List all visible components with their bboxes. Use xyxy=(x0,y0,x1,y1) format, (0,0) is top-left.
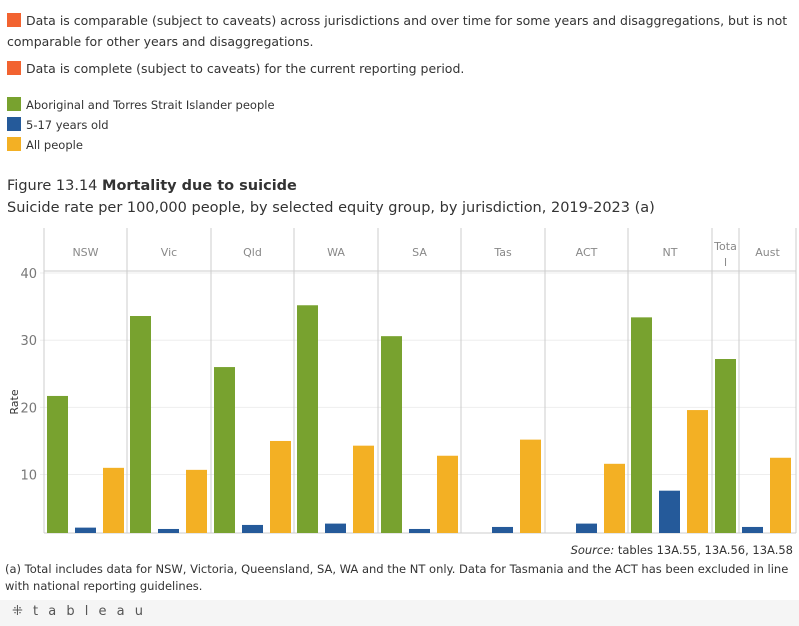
category-label: Tas xyxy=(493,246,512,259)
yellow-square-icon xyxy=(7,137,21,151)
bar-tas-2 xyxy=(520,439,541,533)
bar-wa-1 xyxy=(325,523,346,533)
bar-nt-2 xyxy=(687,410,708,533)
category-label: NSW xyxy=(72,246,98,259)
bar-act-2 xyxy=(604,463,625,533)
bar-nsw-0 xyxy=(47,395,68,533)
figure-title: Figure 13.14 Mortality due to suicide xyxy=(7,178,297,194)
category-label: SA xyxy=(412,246,427,259)
legend-item-all-people[interactable]: All people xyxy=(7,135,275,156)
legend-item-indigenous[interactable]: Aboriginal and Torres Strait Islander pe… xyxy=(7,95,275,116)
bar-qld-0 xyxy=(214,367,235,533)
tableau-footer: ⁜ t a b l e a u xyxy=(0,600,799,626)
category-label: Qld xyxy=(243,246,262,259)
bar-nt-0 xyxy=(631,317,652,533)
bar-aust-1 xyxy=(742,526,763,533)
orange-square-icon xyxy=(7,13,21,27)
legend-note-comparable: Data is comparable (subject to caveats) … xyxy=(7,13,788,49)
bar-nsw-2 xyxy=(103,467,124,533)
bar-aust-2 xyxy=(770,457,791,533)
bar-sa-2 xyxy=(437,455,458,533)
category-label: ACT xyxy=(576,246,598,259)
blue-square-icon xyxy=(7,117,21,131)
y-tick-label: 10 xyxy=(20,469,37,484)
category-label: Vic xyxy=(161,246,177,259)
legend-item-5-17[interactable]: 5-17 years old xyxy=(7,115,275,136)
bar-sa-1 xyxy=(409,528,430,533)
source-note: Source: tables 13A.55, 13A.56, 13A.58 xyxy=(570,543,793,557)
orange-square-icon xyxy=(7,61,21,75)
bar-wa-2 xyxy=(353,445,374,533)
bar-sa-0 xyxy=(381,336,402,533)
bar-wa-0 xyxy=(297,305,318,533)
bar-act-1 xyxy=(576,523,597,533)
bar-total-0 xyxy=(715,359,736,533)
y-tick-label: 30 xyxy=(20,334,37,349)
bar-qld-1 xyxy=(242,524,263,533)
bar-tas-1 xyxy=(492,526,513,533)
category-label: NT xyxy=(663,246,678,259)
y-tick-label: 20 xyxy=(20,401,37,416)
y-tick-label: 40 xyxy=(20,267,37,282)
bar-nsw-1 xyxy=(75,527,96,533)
tableau-logo[interactable]: ⁜ t a b l e a u xyxy=(12,604,146,619)
bar-nt-1 xyxy=(659,490,680,533)
bar-vic-1 xyxy=(158,528,179,533)
legend-note-complete: Data is complete (subject to caveats) fo… xyxy=(7,58,464,79)
footnote: (a) Total includes data for NSW, Victori… xyxy=(5,562,789,593)
chart-subtitle: Suicide rate per 100,000 people, by sele… xyxy=(7,200,655,216)
bar-chart: 10 20 30 40 Rate NSW Vic Qld WA SA Tas ACT NT Tota l Au… xyxy=(8,228,797,534)
category-label: Aust xyxy=(755,246,780,259)
category-label: WA xyxy=(327,246,345,259)
bar-qld-2 xyxy=(270,440,291,533)
green-square-icon xyxy=(7,97,21,111)
category-label: Tota xyxy=(713,240,737,253)
category-label: l xyxy=(724,256,727,269)
bar-vic-0 xyxy=(130,316,151,533)
bar-vic-2 xyxy=(186,469,207,533)
series-legend: Aboriginal and Torres Strait Islander pe… xyxy=(7,95,275,156)
y-axis-label: Rate xyxy=(8,389,21,414)
